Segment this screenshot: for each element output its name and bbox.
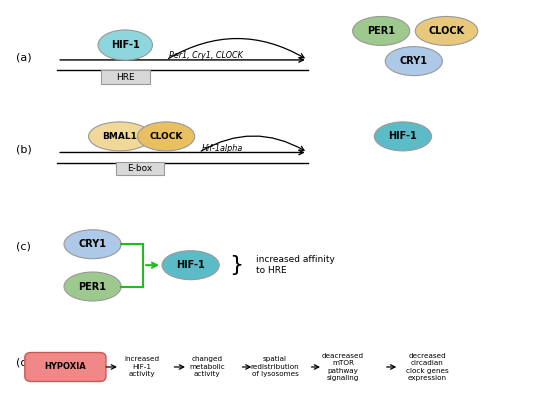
Ellipse shape [64, 230, 121, 259]
Text: CLOCK: CLOCK [150, 132, 183, 141]
Ellipse shape [162, 251, 219, 279]
Ellipse shape [353, 16, 410, 45]
Text: (b): (b) [16, 145, 32, 155]
Ellipse shape [64, 272, 121, 301]
Ellipse shape [89, 122, 151, 151]
Ellipse shape [138, 122, 195, 151]
Text: }: } [229, 255, 243, 275]
Ellipse shape [385, 47, 442, 75]
FancyBboxPatch shape [116, 162, 164, 175]
Ellipse shape [375, 122, 432, 151]
Text: BMAL1: BMAL1 [102, 132, 138, 141]
Text: HYPOXIA: HYPOXIA [45, 362, 86, 372]
FancyBboxPatch shape [101, 71, 150, 84]
Text: decreased
circadian
clock genes
expression: decreased circadian clock genes expressi… [406, 353, 449, 381]
Text: HIF-1: HIF-1 [111, 40, 140, 50]
Text: (a): (a) [16, 52, 32, 62]
Text: HIF-1: HIF-1 [176, 260, 205, 270]
Text: PER1: PER1 [79, 282, 107, 291]
Text: (d): (d) [16, 358, 32, 368]
Text: PER1: PER1 [367, 26, 395, 36]
Text: Per1, Cry1, CLOCK: Per1, Cry1, CLOCK [169, 51, 243, 60]
Ellipse shape [98, 30, 152, 60]
Text: CLOCK: CLOCK [428, 26, 465, 36]
Text: (c): (c) [16, 241, 31, 251]
Text: increased
HIF-1
activity: increased HIF-1 activity [124, 357, 159, 377]
Text: HRE: HRE [116, 73, 135, 82]
Text: CRY1: CRY1 [400, 56, 428, 66]
Text: E-box: E-box [128, 164, 152, 173]
Ellipse shape [415, 16, 478, 45]
Text: Hif-1alpha: Hif-1alpha [201, 144, 243, 153]
Text: changed
metabolic
activity: changed metabolic activity [189, 357, 225, 377]
Text: deacreased
mTOR
pathway
signaling: deacreased mTOR pathway signaling [322, 353, 364, 381]
Text: spatial
redistribution
of lysosomes: spatial redistribution of lysosomes [251, 357, 299, 377]
FancyBboxPatch shape [25, 353, 106, 381]
Text: increased affinity
to HRE: increased affinity to HRE [256, 255, 335, 275]
Text: HIF-1: HIF-1 [388, 131, 417, 142]
Text: CRY1: CRY1 [79, 239, 107, 249]
